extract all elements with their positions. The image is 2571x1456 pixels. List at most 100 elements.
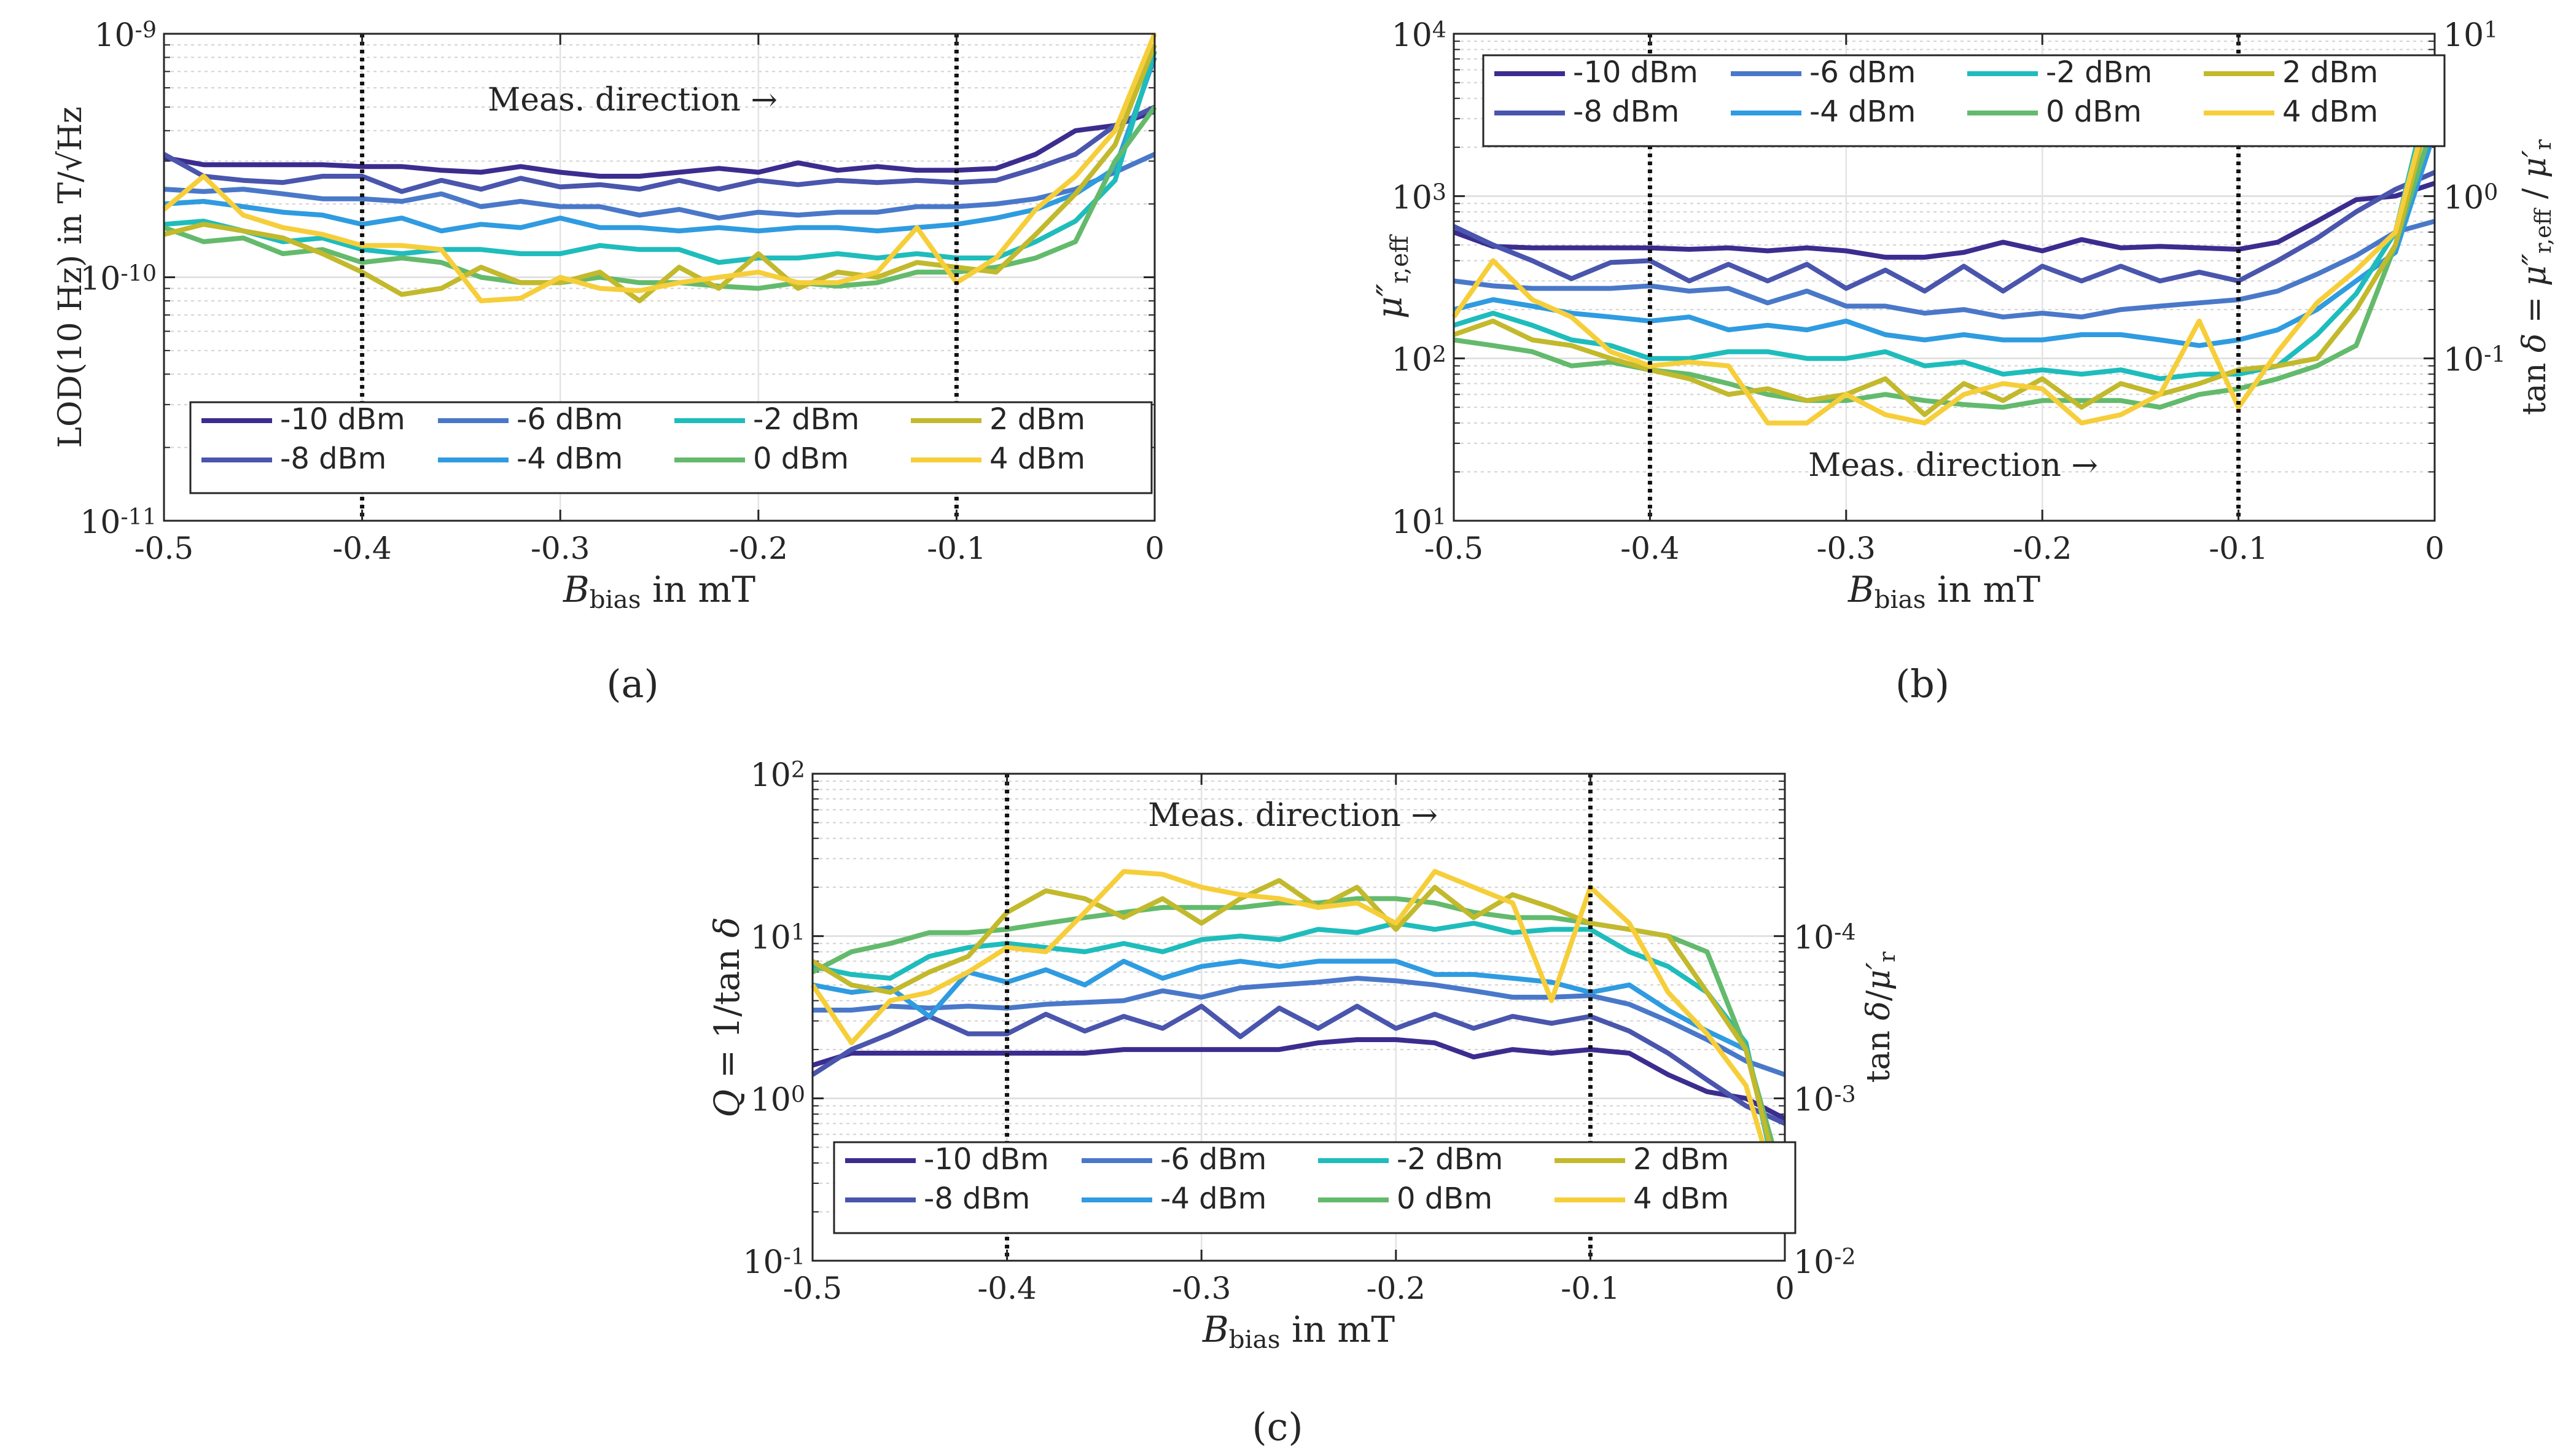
axes-box — [811, 773, 1786, 1262]
x-tick-label: 0 — [1775, 1271, 1795, 1306]
legend-label: -4 dBm — [1809, 95, 1916, 129]
annotation-meas-direction: Meas. direction → — [488, 82, 778, 119]
legend-box — [189, 401, 1153, 494]
legend-label: -6 dBm — [517, 402, 623, 437]
y-tick-label: 102 — [751, 757, 805, 794]
y-right-tick-label: 10-2 — [1793, 1244, 1856, 1281]
x-tick-label: -0.4 — [332, 531, 391, 566]
series-line-minus4dBm — [1453, 130, 2437, 348]
x-tick-label: -0.1 — [2209, 531, 2268, 566]
series-line-2dBm — [1453, 89, 2437, 418]
x-tick-label: -0.1 — [927, 531, 986, 566]
y-tick-label: 10-10 — [80, 260, 157, 297]
x-tick-label: -0.2 — [729, 531, 788, 566]
legend-label: -8 dBm — [1573, 95, 1679, 129]
series-line-minus10dBm — [811, 1037, 1786, 1121]
legend-label: -10 dBm — [1573, 55, 1698, 90]
y-axis-label: LOD(10 Hz) in T/√Hz — [52, 106, 89, 448]
y-tick-label: 103 — [1392, 179, 1446, 216]
y-right-tick-label: 100 — [2443, 179, 2498, 216]
legend: -10 dBm -6 dBm -2 dBm 2 dBm -8 dBm -4 dBm 0 dB… — [189, 401, 1153, 494]
legend-label: -4 dBm — [1160, 1182, 1266, 1216]
legend-label: 2 dBm — [2282, 55, 2378, 90]
legend: -10 dBm -6 dBm -2 dBm 2 dBm -8 dBm -4 dBm 0 dB… — [1482, 54, 2446, 147]
y-axis-label: μ″r,eff — [1370, 234, 1414, 319]
y-tick-label: 102 — [1392, 341, 1446, 378]
x-axis-label: Bbias in mT — [1847, 569, 2040, 614]
x-tick-label: -0.2 — [1367, 1271, 1426, 1306]
y-tick-label: 100 — [751, 1081, 805, 1118]
series-line-minus10dBm — [1453, 181, 2436, 260]
legend-label: 2 dBm — [989, 402, 1085, 437]
y-right-tick-label: 101 — [2443, 17, 2498, 54]
legend-label: -2 dBm — [2046, 55, 2152, 90]
y-right-axis-label: tan δ = μ″r,eff / μ′r — [2516, 139, 2556, 415]
y-tick-label: 104 — [1392, 17, 1446, 54]
y-tick-label: 10-1 — [743, 1244, 805, 1281]
x-tick-label: -0.5 — [783, 1271, 842, 1306]
y-right-tick-label: 10-1 — [2443, 341, 2506, 378]
x-tick-label: -0.3 — [531, 531, 590, 566]
annotation-meas-direction: Meas. direction → — [1808, 447, 2098, 484]
legend-box — [833, 1141, 1797, 1234]
series-line-minus4dBm — [163, 56, 1157, 233]
caption-b: (b) — [1895, 661, 1949, 706]
series-line-minus6dBm — [1453, 219, 2436, 320]
y-tick-label: 10-11 — [80, 504, 157, 541]
x-tick-label: -0.4 — [977, 1271, 1036, 1306]
legend-label: -6 dBm — [1809, 55, 1916, 90]
y-right-tick-label: 10-4 — [1793, 919, 1856, 956]
series-line-minus2dBm — [163, 50, 1157, 265]
x-tick-label: -0.3 — [1172, 1271, 1231, 1306]
legend-label: -6 dBm — [1160, 1142, 1266, 1177]
legend-label: 0 dBm — [2046, 95, 2142, 129]
series-line-minus10dBm — [163, 109, 1156, 179]
legend-label: -10 dBm — [924, 1142, 1049, 1177]
series-line-2dBm — [163, 44, 1157, 303]
series-line-4dBm — [162, 33, 1157, 303]
x-tick-label: 0 — [1145, 531, 1165, 566]
series-line-0dBm — [1453, 118, 2437, 410]
series-line-minus6dBm — [813, 976, 1786, 1077]
y-right-tick-label: 10-3 — [1793, 1081, 1856, 1118]
caption-a: (a) — [606, 661, 658, 706]
axes-box — [1453, 33, 2436, 522]
caption-c: (c) — [1252, 1404, 1303, 1449]
y-tick-label: 101 — [1392, 504, 1446, 541]
y-tick-label: 10-9 — [94, 17, 157, 54]
series-line-minus8dBm — [163, 104, 1156, 194]
y-tick-label: 101 — [751, 919, 805, 956]
legend-label: -2 dBm — [753, 402, 859, 437]
legend-label: 0 dBm — [1397, 1182, 1492, 1216]
legend-label: -4 dBm — [517, 442, 623, 476]
legend: -10 dBm -6 dBm -2 dBm 2 dBm -8 dBm -4 dBm 0 dB… — [833, 1141, 1797, 1234]
legend-label: 2 dBm — [1633, 1142, 1729, 1177]
x-tick-label: 0 — [2425, 531, 2444, 566]
x-tick-label: -0.5 — [1424, 531, 1483, 566]
x-tick-label: -0.5 — [135, 531, 193, 566]
panel-c: -0.5 -0.4 -0.3 -0.2 -0.1 0 102 101 100 10-1 10-4 10… — [708, 757, 1900, 1355]
x-tick-label: -0.1 — [1561, 1271, 1620, 1306]
legend-label: -2 dBm — [1397, 1142, 1503, 1177]
legend-label: 4 dBm — [989, 442, 1085, 476]
legend-label: -10 dBm — [280, 402, 405, 437]
y-right-axis-label: tan δ/μ′r — [1860, 951, 1900, 1083]
x-tick-label: -0.2 — [2013, 531, 2072, 566]
x-tick-label: -0.3 — [1817, 531, 1876, 566]
panel-b: -0.5 -0.4 -0.3 -0.2 -0.1 0 104 103 102 101 101 100 1… — [1370, 17, 2556, 615]
series-line-4dBm — [810, 869, 1787, 1220]
legend-label: 0 dBm — [753, 442, 849, 476]
series-line-minus4dBm — [812, 959, 1787, 1197]
legend-box — [1482, 54, 2446, 147]
x-tick-label: -0.4 — [1620, 531, 1679, 566]
series-line-minus6dBm — [163, 152, 1156, 221]
legend-label: 4 dBm — [1633, 1182, 1729, 1216]
series-line-minus8dBm — [1453, 170, 2436, 294]
x-axis-label: Bbias in mT — [1202, 1309, 1395, 1354]
series-line-2dBm — [811, 878, 1787, 1206]
legend-label: -8 dBm — [924, 1182, 1030, 1216]
series-line-minus8dBm — [811, 1003, 1786, 1126]
legend-label: 4 dBm — [2282, 95, 2378, 129]
series-line-4dBm — [1451, 82, 2437, 426]
x-axis-label: Bbias in mT — [563, 569, 755, 614]
